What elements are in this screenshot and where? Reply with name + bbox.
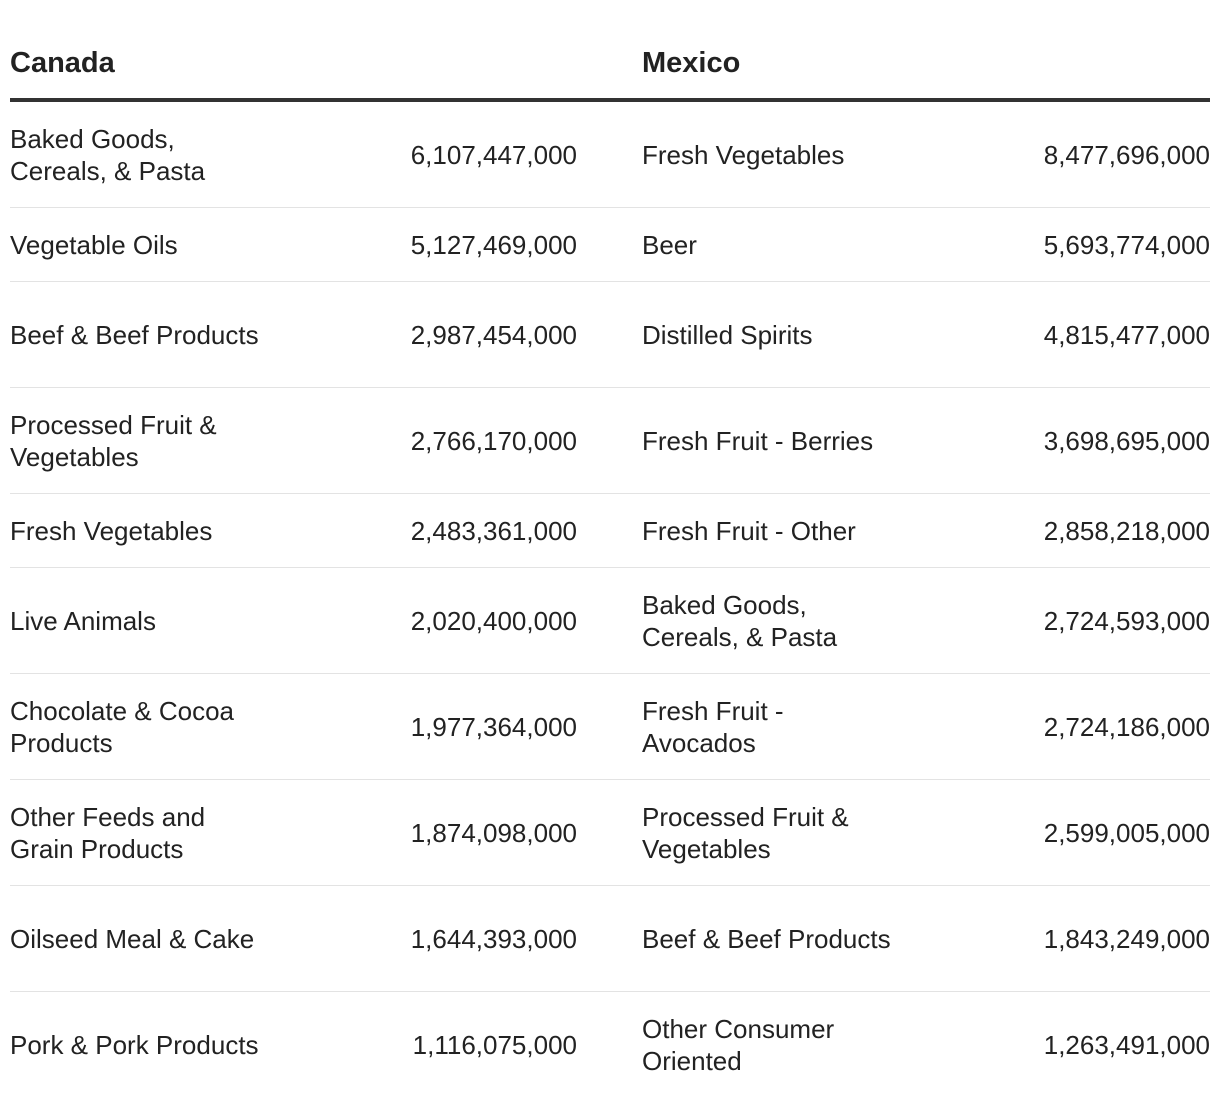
table-row: Vegetable Oils 5,127,469,000 Beer 5,693,774… xyxy=(10,207,1211,282)
mexico-category: Fresh Fruit - Avocados xyxy=(642,673,902,780)
canada-value: 1,874,098,000 xyxy=(270,779,577,886)
canada-category: Other Feeds and Grain Products xyxy=(10,779,270,886)
column-gap xyxy=(577,779,642,886)
canada-category: Oilseed Meal & Cake xyxy=(10,885,270,992)
canada-value: 1,977,364,000 xyxy=(270,673,577,780)
column-gap xyxy=(577,100,642,208)
canada-value: 6,107,447,000 xyxy=(270,100,577,208)
mexico-value: 2,724,186,000 xyxy=(902,673,1211,780)
mexico-category: Beer xyxy=(642,207,902,282)
column-gap xyxy=(577,281,642,388)
canada-value: 2,987,454,000 xyxy=(270,281,577,388)
canada-category: Pork & Pork Products xyxy=(10,1029,259,1060)
mexico-value: 5,693,774,000 xyxy=(902,207,1211,282)
table-row: Chocolate & Cocoa Products 1,977,364,000 F… xyxy=(10,673,1211,780)
canada-category: Live Animals xyxy=(10,567,270,674)
canada-value: 1,116,075,000 xyxy=(412,1029,577,1060)
mexico-category: Processed Fruit & Vegetables xyxy=(642,779,902,886)
canada-category: Beef & Beef Products xyxy=(10,281,270,388)
mexico-category: Distilled Spirits xyxy=(642,281,902,388)
column-gap xyxy=(577,207,642,282)
table-row: Baked Goods, Cereals, & Pasta 6,107,447,0… xyxy=(10,100,1211,208)
canada-value: 2,483,361,000 xyxy=(270,493,577,568)
table-header-row: Canada Mexico xyxy=(10,0,1211,102)
mexico-value: 4,815,477,000 xyxy=(902,281,1211,388)
mexico-category: Fresh Fruit - Other xyxy=(642,493,902,568)
column-gap xyxy=(577,992,642,1098)
canada-value: 2,766,170,000 xyxy=(270,387,577,494)
column-gap xyxy=(577,673,642,780)
column-gap xyxy=(577,567,642,674)
table-row: Beef & Beef Products 2,987,454,000 Distill… xyxy=(10,281,1211,388)
canada-value: 1,644,393,000 xyxy=(270,885,577,992)
table-row: Pork & Pork Products 1,116,075,000 Other C… xyxy=(10,992,1210,1098)
table-row: Oilseed Meal & Cake 1,644,393,000 Beef & B… xyxy=(10,885,1211,992)
table-row: Other Feeds and Grain Products 1,874,098,… xyxy=(10,779,1211,886)
mexico-value: 2,724,593,000 xyxy=(902,567,1211,674)
canada-category: Vegetable Oils xyxy=(10,207,270,282)
mexico-category: Other Consumer Oriented xyxy=(642,1013,835,1076)
column-gap xyxy=(577,885,642,992)
mexico-category: Fresh Vegetables xyxy=(642,100,902,208)
mexico-category: Beef & Beef Products xyxy=(642,885,902,992)
column-gap xyxy=(577,387,642,494)
canada-category: Fresh Vegetables xyxy=(10,493,270,568)
table-body: Baked Goods, Cereals, & Pasta 6,107,447,0… xyxy=(10,100,1211,1098)
table-row: Live Animals 2,020,400,000 Baked Goods, Ce… xyxy=(10,567,1211,674)
canada-category: Processed Fruit & Vegetables xyxy=(10,387,270,494)
mexico-category: Baked Goods, Cereals, & Pasta xyxy=(642,567,902,674)
table-row: Processed Fruit & Vegetables 2,766,170,00… xyxy=(10,387,1211,494)
canada-value: 2,020,400,000 xyxy=(270,567,577,674)
export-comparison-table: Canada Mexico Baked Goods, Cereals, & Pa… xyxy=(10,0,1211,1098)
mexico-value: 1,263,491,000 xyxy=(1043,1029,1211,1060)
mexico-value: 3,698,695,000 xyxy=(902,387,1211,494)
mexico-category: Fresh Fruit - Berries xyxy=(642,387,902,494)
mexico-value: 8,477,696,000 xyxy=(902,100,1211,208)
mexico-value: 1,843,249,000 xyxy=(902,885,1211,992)
mexico-value: 2,858,218,000 xyxy=(902,493,1211,568)
canada-header: Canada xyxy=(10,0,642,102)
canada-category: Baked Goods, Cereals, & Pasta xyxy=(10,100,270,208)
table-row: Fresh Vegetables 2,483,361,000 Fresh Fruit… xyxy=(10,493,1211,568)
mexico-header: Mexico xyxy=(642,0,1211,102)
column-gap xyxy=(577,493,642,568)
canada-category: Chocolate & Cocoa Products xyxy=(10,673,270,780)
mexico-value: 2,599,005,000 xyxy=(902,779,1211,886)
export-comparison-table-container: Canada Mexico Baked Goods, Cereals, & Pa… xyxy=(10,0,1211,1098)
canada-value: 5,127,469,000 xyxy=(270,207,577,282)
